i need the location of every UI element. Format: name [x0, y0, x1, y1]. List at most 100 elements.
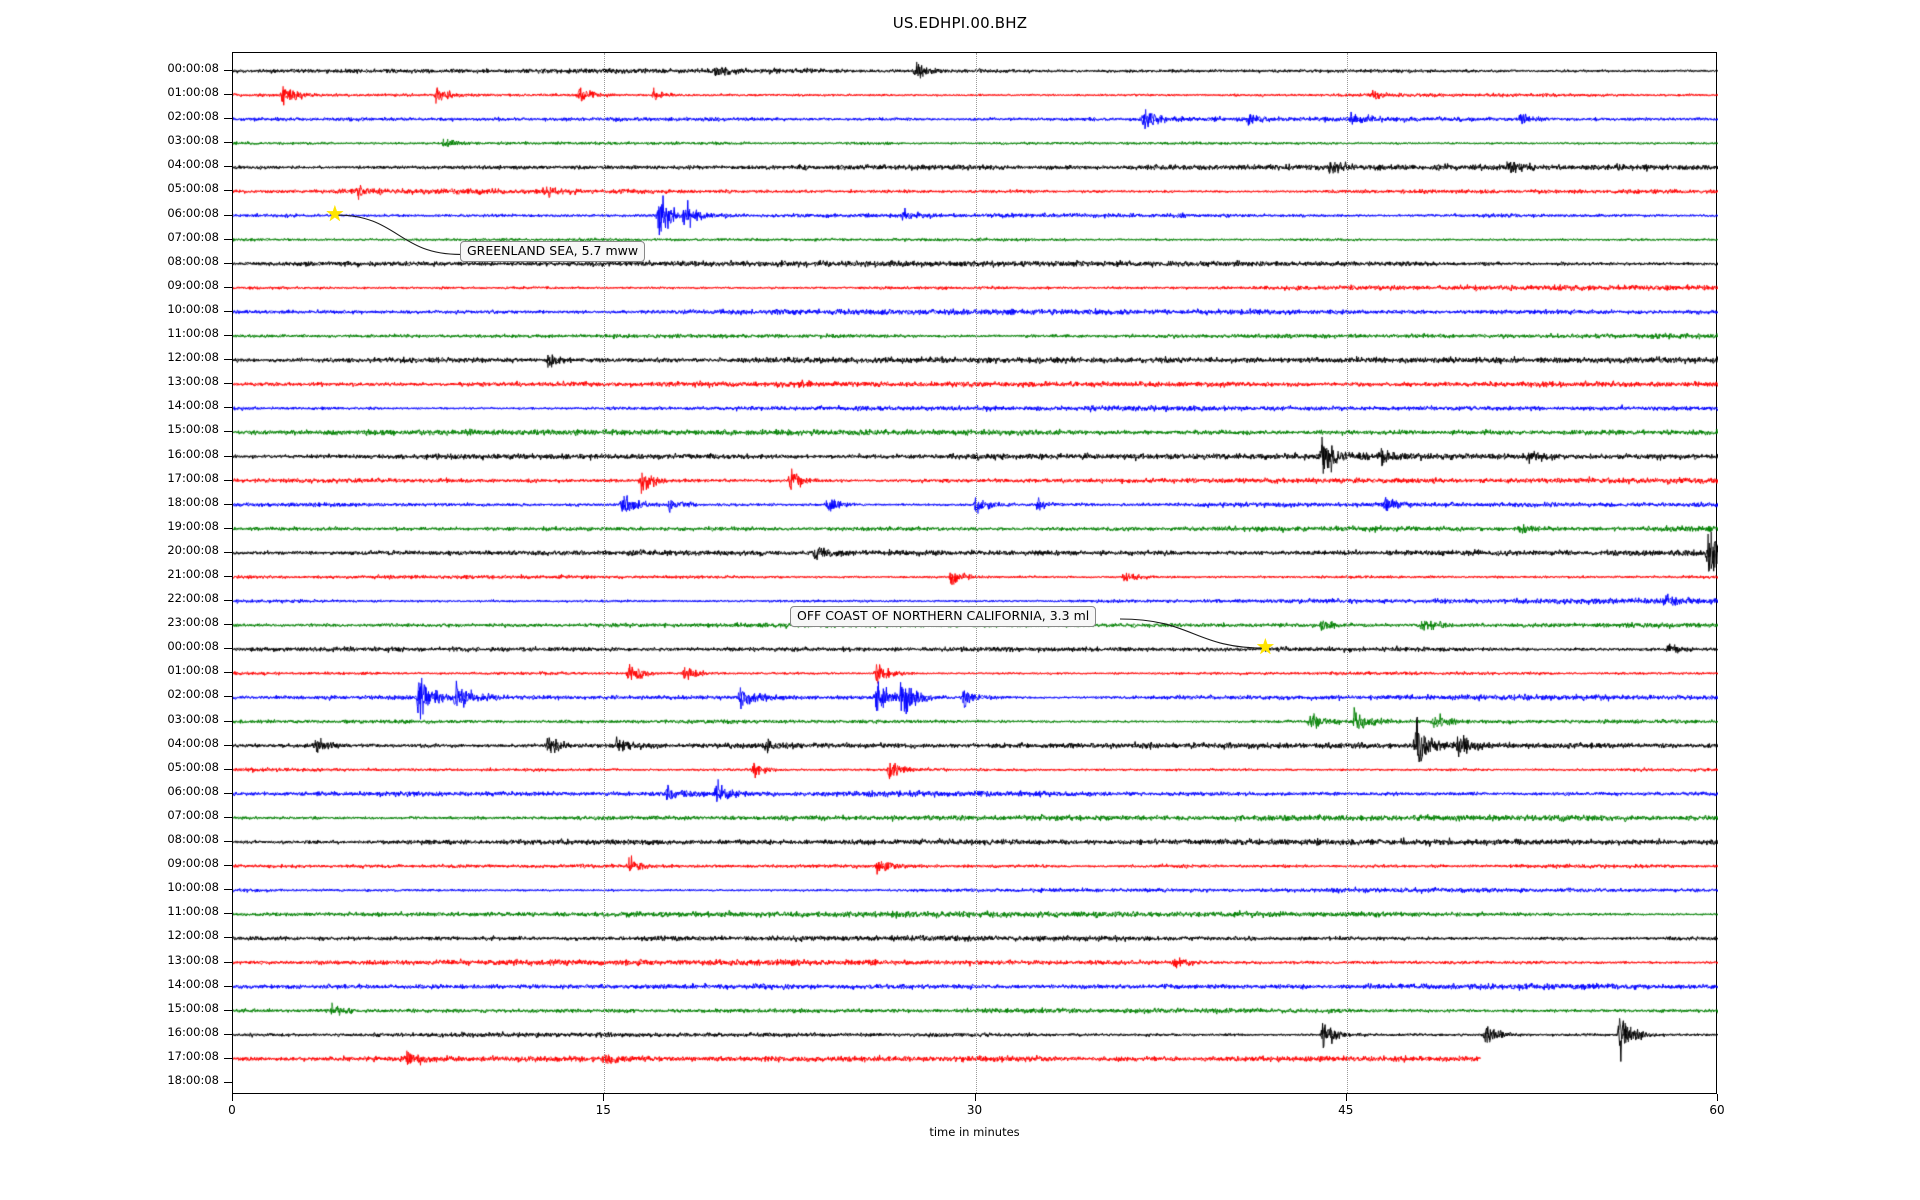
- x-axis-tick-label: 30: [966, 1103, 983, 1117]
- y-axis-tick-label: 06:00:08: [167, 205, 219, 220]
- x-axis-tick-mark: [232, 1094, 233, 1101]
- page-title: US.EDHPI.00.BHZ: [892, 14, 1028, 32]
- y-axis-tick-mark: [224, 310, 232, 312]
- y-axis-tick-mark: [224, 431, 232, 433]
- x-axis-tick-label: 15: [595, 1103, 611, 1117]
- y-axis-tick-label: 15:00:08: [167, 1000, 219, 1015]
- y-axis-tick-mark: [224, 383, 232, 385]
- y-axis-tick-mark: [224, 503, 232, 505]
- y-axis-tick-label: 18:00:08: [167, 1073, 219, 1087]
- y-axis-tick-label: 03:00:08: [167, 711, 219, 726]
- y-axis-tick-label: 12:00:08: [167, 928, 219, 943]
- y-axis-tick-mark: [224, 913, 232, 915]
- y-axis-tick-label: 21:00:08: [167, 567, 219, 581]
- y-axis-tick-label: 19:00:08: [167, 518, 219, 533]
- y-axis-tick-labels: 00:00:08 01:00:08 02:00:08 03:00:08 04:00:08…: [0, 0, 224, 1200]
- y-axis-tick-label: 23:00:08: [167, 615, 219, 630]
- y-axis-tick-label: 18:00:08: [167, 494, 219, 509]
- y-axis-tick-label: 16:00:08: [167, 446, 219, 461]
- y-axis-tick-label: 08:00:08: [167, 253, 219, 268]
- x-axis-tick-mark: [1345, 1094, 1347, 1101]
- y-axis-tick-mark: [224, 624, 232, 626]
- y-axis-tick-label: 11:00:08: [167, 904, 219, 919]
- y-axis-tick-label: 22:00:08: [167, 591, 219, 606]
- y-axis-tick-mark: [224, 166, 232, 168]
- y-axis-tick-label: 08:00:08: [167, 832, 219, 847]
- y-axis-tick-label: 00:00:08: [167, 639, 219, 654]
- y-axis-tick-label: 01:00:08: [167, 663, 219, 678]
- y-axis-tick-label: 15:00:08: [167, 422, 219, 437]
- y-axis-tick-label: 20:00:08: [167, 542, 219, 557]
- y-axis-tick-label: 03:00:08: [167, 133, 219, 148]
- y-axis-tick-label: 10:00:08: [167, 301, 219, 316]
- y-axis-tick-mark: [224, 94, 232, 96]
- y-axis-tick-label: 13:00:08: [167, 952, 219, 967]
- y-axis-tick-mark: [224, 865, 232, 867]
- y-axis-tick-label: 13:00:08: [167, 374, 219, 389]
- y-axis-tick-label: 02:00:08: [167, 687, 219, 702]
- y-axis-tick-mark: [224, 961, 232, 963]
- y-axis-tick-label: 04:00:08: [167, 157, 219, 172]
- y-axis-tick-mark: [224, 527, 232, 529]
- y-axis-tick-mark: [224, 335, 232, 337]
- y-axis-tick-mark: [224, 238, 232, 240]
- x-axis-tick-label: 45: [1338, 1103, 1354, 1117]
- x-axis-tick-label: 60: [1709, 1103, 1725, 1117]
- y-axis-tick-mark: [224, 142, 232, 144]
- y-axis-tick-mark: [224, 214, 232, 216]
- y-axis-tick-mark: [224, 479, 232, 481]
- y-axis-tick-label: 01:00:08: [167, 85, 219, 100]
- y-axis-tick-label: 09:00:08: [167, 856, 219, 871]
- y-axis-tick-mark: [224, 1082, 232, 1083]
- x-axis-tick-mark: [974, 1094, 976, 1101]
- y-axis-tick-label: 06:00:08: [167, 783, 219, 798]
- y-axis-tick-mark: [224, 407, 232, 409]
- y-axis-tick-mark: [224, 1057, 232, 1059]
- y-axis-tick-mark: [224, 816, 232, 818]
- y-axis-tick-label: 00:00:08: [167, 61, 219, 75]
- y-axis-tick-mark: [224, 455, 232, 457]
- y-axis-tick-mark: [224, 672, 232, 674]
- y-axis-tick-mark: [224, 841, 232, 843]
- y-axis-tick-mark: [224, 1033, 232, 1035]
- y-axis-tick-label: 09:00:08: [167, 277, 219, 292]
- y-axis-tick-mark: [224, 70, 232, 71]
- y-axis-tick-label: 14:00:08: [167, 398, 219, 413]
- y-axis-tick-mark: [224, 190, 232, 192]
- x-axis-title: time in minutes: [929, 1125, 1020, 1139]
- event-annotation-label[interactable]: GREENLAND SEA, 5.7 mww: [460, 241, 646, 263]
- y-axis-tick-mark: [224, 889, 232, 891]
- y-axis-tick-label: 12:00:08: [167, 350, 219, 365]
- y-axis-tick-label: 10:00:08: [167, 880, 219, 895]
- y-axis-tick-label: 17:00:08: [167, 1048, 219, 1063]
- y-axis-tick-mark: [224, 118, 232, 120]
- y-axis-tick-mark: [224, 286, 232, 288]
- y-axis-tick-label: 14:00:08: [167, 976, 219, 991]
- x-gridline: [1346, 53, 1348, 1093]
- y-axis-tick-mark: [224, 262, 232, 264]
- y-axis-tick-mark: [224, 1009, 232, 1011]
- y-axis-tick-mark: [224, 648, 232, 650]
- plot-area[interactable]: [232, 52, 1718, 1095]
- x-gridline: [604, 53, 606, 1093]
- y-axis-tick-label: 05:00:08: [167, 181, 219, 196]
- y-axis-tick-mark: [224, 696, 232, 698]
- y-axis-tick-mark: [224, 792, 232, 794]
- y-axis-tick-label: 04:00:08: [167, 735, 219, 750]
- y-axis-tick-mark: [224, 985, 232, 987]
- y-axis-tick-mark: [224, 744, 232, 746]
- y-axis-tick-mark: [224, 937, 232, 939]
- y-axis-tick-mark: [224, 551, 232, 553]
- x-axis-tick-mark: [603, 1094, 605, 1101]
- event-annotation-label[interactable]: OFF COAST OF NORTHERN CALIFORNIA, 3.3 ml: [790, 606, 1097, 628]
- y-axis-tick-label: 05:00:08: [167, 759, 219, 774]
- y-axis-tick-label: 16:00:08: [167, 1024, 219, 1039]
- y-axis-tick-label: 07:00:08: [167, 807, 219, 822]
- star-icon: ★: [1255, 635, 1276, 661]
- y-axis-tick-mark: [224, 768, 232, 770]
- x-axis-tick-mark: [1717, 1094, 1718, 1101]
- x-axis-tick-label: 0: [228, 1103, 236, 1117]
- y-axis-tick-mark: [224, 359, 232, 361]
- y-axis-tick-mark: [224, 576, 232, 577]
